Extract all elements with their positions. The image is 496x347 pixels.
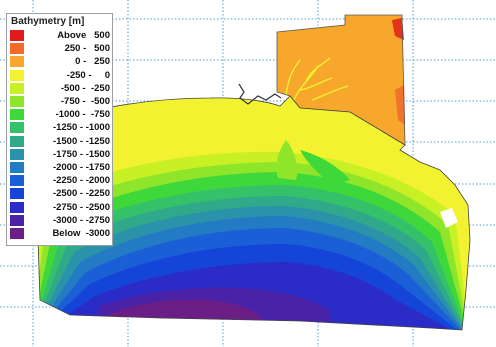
legend-label: -1500 - -1250 <box>52 135 110 147</box>
legend-row: -2000 - -1750 <box>10 162 112 173</box>
legend-row: 0 - 250 <box>10 56 112 68</box>
legend-row: -2250 - -2000 <box>10 175 112 187</box>
legend-title: Bathymetry [m] <box>11 16 85 27</box>
legend-label: 0 - 250 <box>75 56 110 68</box>
legend-label: -500 - -250 <box>60 82 110 94</box>
legend-swatch <box>10 82 24 94</box>
legend-row: -1250 - -1000 <box>10 122 112 134</box>
legend-swatch <box>10 201 24 213</box>
legend-label: -2500 - -2250 <box>52 188 110 200</box>
legend-swatch <box>10 109 24 121</box>
legend-label: -2750 - -2500 <box>52 201 110 213</box>
legend-label: -1000 - -750 <box>55 109 110 121</box>
legend-swatch <box>10 228 24 239</box>
legend-row: -250 - 0 <box>10 69 112 81</box>
legend-swatch <box>10 214 24 226</box>
land-region <box>276 14 406 146</box>
legend-swatch <box>10 43 24 55</box>
bathymetry-sea <box>23 96 470 330</box>
coastline-inlet <box>238 83 282 105</box>
legend-label: 250 - 500 <box>64 43 110 55</box>
legend-label: -3000 - -2750 <box>52 214 110 226</box>
legend-swatch <box>10 135 24 147</box>
legend-row: Above 500 <box>10 30 112 41</box>
legend-label: -2000 - -1750 <box>52 162 110 173</box>
legend-row: -750 - -500 <box>10 96 112 107</box>
legend-label: -750 - -500 <box>60 96 110 107</box>
legend-swatch <box>10 162 24 173</box>
legend-label: Below -3000 <box>52 228 110 239</box>
legend-row: -1000 - -750 <box>10 109 112 121</box>
map-legend: Bathymetry [m] Above 500 250 - 500 0 - 250… <box>6 13 113 246</box>
legend-swatch <box>10 148 24 160</box>
legend-row: -1750 - -1500 <box>10 148 112 160</box>
legend-row: -3000 - -2750 <box>10 214 112 226</box>
legend-label: -1250 - -1000 <box>52 122 110 134</box>
legend-row: -2500 - -2250 <box>10 188 112 200</box>
legend-label: Above 500 <box>57 30 110 41</box>
legend-row: -500 - -250 <box>10 82 112 94</box>
legend-label: -1750 - -1500 <box>52 148 110 160</box>
legend-label: -2250 - -2000 <box>52 175 110 187</box>
legend-swatch <box>10 30 24 41</box>
legend-swatch <box>10 122 24 134</box>
legend-swatch <box>10 188 24 200</box>
legend-swatch <box>10 175 24 187</box>
legend-row: -1500 - -1250 <box>10 135 112 147</box>
legend-swatch <box>10 96 24 107</box>
legend-swatch <box>10 69 24 81</box>
legend-row: 250 - 500 <box>10 43 112 55</box>
legend-row: -2750 - -2500 <box>10 201 112 213</box>
legend-label: -250 - 0 <box>66 69 110 81</box>
legend-swatch <box>10 56 24 68</box>
legend-row: Below -3000 <box>10 228 112 239</box>
